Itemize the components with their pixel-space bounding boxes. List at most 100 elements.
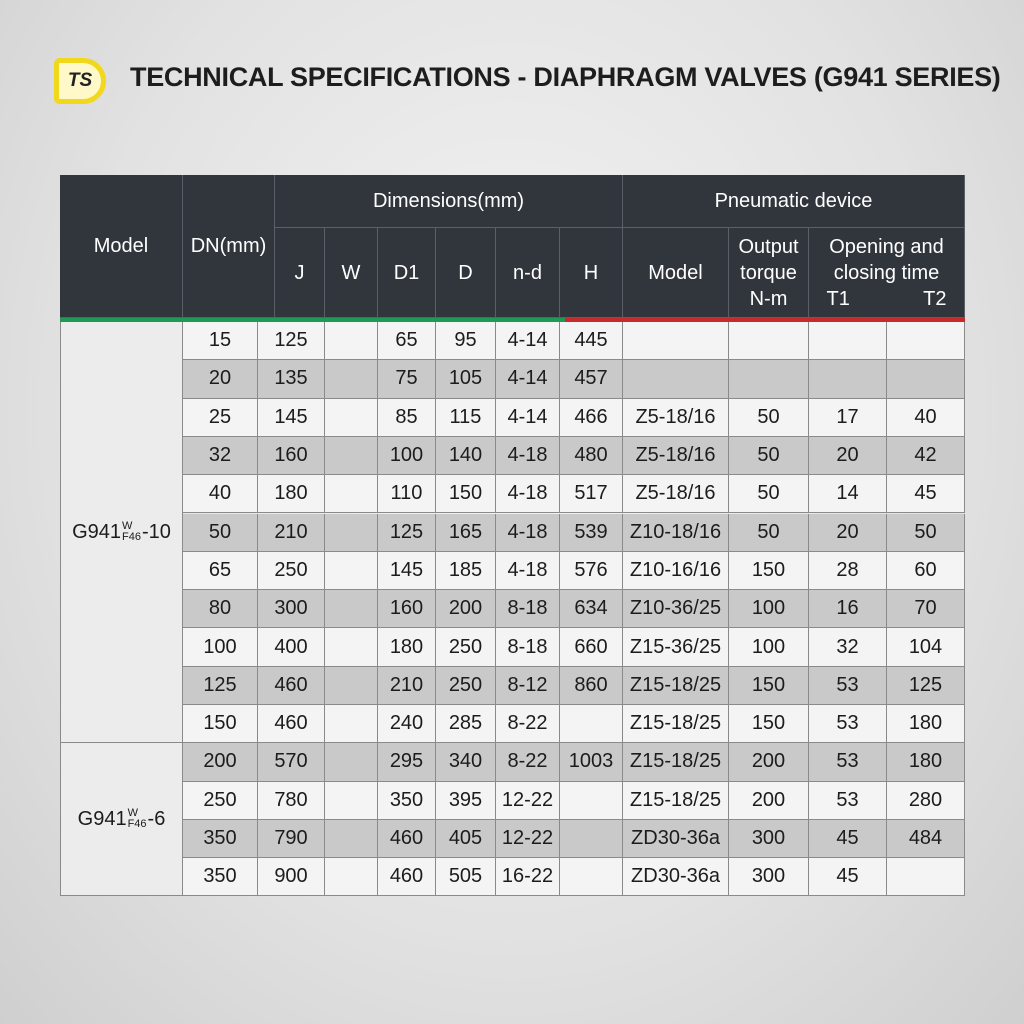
table-cell: 17 <box>809 398 887 437</box>
table-cell: 125 <box>183 666 258 705</box>
table-cell: 505 <box>436 858 496 897</box>
table-cell: 53 <box>809 705 887 744</box>
title: TECHNICAL SPECIFICATIONS - DIAPHRAGM VAL… <box>130 62 1001 92</box>
table-cell: 4-18 <box>496 475 560 514</box>
table-cell: 350 <box>378 781 436 820</box>
table-cell: 60 <box>887 551 965 591</box>
model-sup: W <box>122 520 133 533</box>
table-cell: 466 <box>560 398 623 437</box>
table-cell: 100 <box>729 628 809 667</box>
table-cell: Z15-18/25 <box>623 666 729 705</box>
table-cell <box>623 322 729 361</box>
table-cell <box>729 322 809 361</box>
table-cell: 8-12 <box>496 666 560 705</box>
table-cell: 160 <box>258 436 325 476</box>
header-cell: Model <box>623 228 729 318</box>
table-cell: 32 <box>809 628 887 667</box>
table-cell: 42 <box>887 436 965 476</box>
table-cell: 14 <box>809 475 887 514</box>
model-base: G941 <box>72 520 122 543</box>
table-cell: Z5-18/16 <box>623 436 729 476</box>
table-cell <box>325 436 378 476</box>
table-cell: 100 <box>183 628 258 667</box>
table-cell: 75 <box>378 360 436 399</box>
model-sub: F46 <box>122 531 141 544</box>
model-cell: G941 W F46 -6 <box>60 743 183 897</box>
table-cell: 32 <box>183 436 258 476</box>
table-cell: Z15-18/25 <box>623 705 729 744</box>
table-cell: Z15-18/25 <box>623 781 729 820</box>
table-cell: 180 <box>258 475 325 514</box>
table-cell: 50 <box>729 398 809 437</box>
header-line: N-m <box>749 287 788 310</box>
table-cell: Z15-36/25 <box>623 628 729 667</box>
table-cell: 180 <box>887 743 965 782</box>
table-cell: 570 <box>258 743 325 782</box>
table-cell: 250 <box>436 628 496 667</box>
header-cell: D <box>436 228 496 318</box>
table-cell: 790 <box>258 819 325 859</box>
table-cell: 53 <box>809 666 887 705</box>
model-base: G941 <box>77 807 127 830</box>
table-cell: 634 <box>560 590 623 629</box>
table-cell: 40 <box>887 398 965 437</box>
table-cell: 150 <box>183 705 258 744</box>
table-cell: 95 <box>436 322 496 361</box>
table-cell <box>325 781 378 820</box>
table-cell: 45 <box>809 819 887 859</box>
table-cell: Z10-18/16 <box>623 513 729 552</box>
table-cell: 250 <box>258 551 325 591</box>
table-cell: 115 <box>436 398 496 437</box>
table-cell: 85 <box>378 398 436 437</box>
table-cell: 660 <box>560 628 623 667</box>
table-cell: 445 <box>560 322 623 361</box>
logo: TS <box>54 58 106 104</box>
table-cell: 125 <box>258 322 325 361</box>
table-cell: 860 <box>560 666 623 705</box>
table-cell: 4-18 <box>496 436 560 476</box>
table-cell: 20 <box>809 513 887 552</box>
table-cell: 8-22 <box>496 743 560 782</box>
table-cell: 460 <box>258 705 325 744</box>
table-cell: 460 <box>258 666 325 705</box>
table-cell: 210 <box>378 666 436 705</box>
table-cell: 100 <box>378 436 436 476</box>
table-cell: 16 <box>809 590 887 629</box>
table-cell <box>325 858 378 897</box>
table-cell: 135 <box>258 360 325 399</box>
table-cell: 100 <box>729 590 809 629</box>
model-suffix: -10 <box>142 520 171 543</box>
table-cell: 350 <box>183 858 258 897</box>
table-cell: 50 <box>729 513 809 552</box>
table-cell: 180 <box>378 628 436 667</box>
table-cell <box>623 360 729 399</box>
model-cell: G941 W F46 -10 <box>60 322 183 744</box>
table-cell: 350 <box>183 819 258 859</box>
header-cell: DN(mm) <box>183 175 275 318</box>
header-cell: Opening and closing time T1 T2 <box>809 228 965 318</box>
table-cell: 780 <box>258 781 325 820</box>
table-cell: 53 <box>809 781 887 820</box>
table-cell: Z10-16/16 <box>623 551 729 591</box>
table-cell: 40 <box>183 475 258 514</box>
table-cell: 200 <box>729 743 809 782</box>
table-cell: 180 <box>887 705 965 744</box>
table-cell: 200 <box>183 743 258 782</box>
table-cell <box>560 781 623 820</box>
table-cell: 20 <box>809 436 887 476</box>
table-cell: 517 <box>560 475 623 514</box>
table-cell <box>560 858 623 897</box>
table-cell <box>325 551 378 591</box>
table-cell: 400 <box>258 628 325 667</box>
table-cell: 12-22 <box>496 819 560 859</box>
table-cell: 45 <box>809 858 887 897</box>
table-cell <box>325 398 378 437</box>
table-cell: Z10-36/25 <box>623 590 729 629</box>
table-cell <box>325 666 378 705</box>
table-cell <box>729 360 809 399</box>
table-cell: 16-22 <box>496 858 560 897</box>
table-cell: 457 <box>560 360 623 399</box>
table-cell <box>560 819 623 859</box>
header-line: closing time <box>833 261 940 284</box>
